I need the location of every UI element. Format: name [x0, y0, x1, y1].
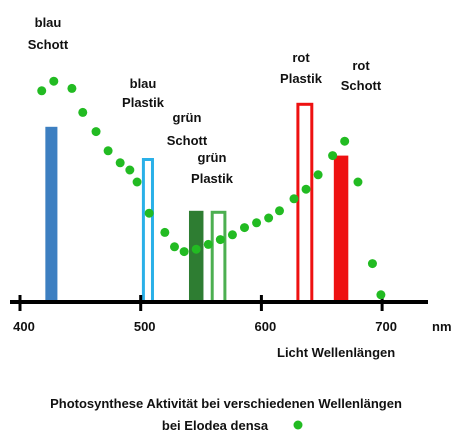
filter-label-line2: Schott	[341, 78, 382, 93]
data-point	[227, 230, 237, 240]
legend-marker-dot	[293, 420, 303, 430]
x-axis: nm Licht Wellenlängen	[10, 300, 452, 360]
data-point	[37, 86, 47, 96]
filter-bar	[45, 126, 58, 302]
data-point	[91, 127, 101, 137]
filter-label-line2: Plastik	[122, 95, 165, 110]
data-point	[160, 227, 170, 237]
data-point	[125, 165, 135, 175]
filter-label-line2: Plastik	[191, 171, 234, 186]
filter-bar	[188, 210, 204, 302]
caption: Photosynthese Aktivität bei verschiedene…	[50, 396, 402, 433]
data-point	[313, 170, 323, 180]
x-tick-label: 700	[375, 319, 397, 334]
x-axis-unit: nm	[432, 319, 452, 334]
filter-label-line2: Schott	[167, 133, 208, 148]
data-point	[252, 218, 262, 228]
filter-labels: blau Schott blau Plastik grün Schott grün Plast…	[28, 15, 382, 186]
filters-layer	[45, 102, 349, 304]
x-axis-title: Licht Wellenlängen	[277, 345, 395, 360]
x-tick-label: 600	[255, 319, 277, 334]
data-point	[328, 151, 338, 161]
data-point	[144, 208, 154, 218]
data-point	[264, 213, 274, 223]
filter-label-line1: grün	[198, 150, 227, 165]
filter-bar	[296, 102, 314, 304]
x-tick-label: 400	[13, 319, 35, 334]
data-point	[367, 259, 377, 269]
filter-label-line1: blau	[130, 76, 157, 91]
data-point	[376, 290, 386, 300]
data-point	[169, 242, 179, 252]
caption-line-1: Photosynthese Aktivität bei verschiedene…	[50, 396, 402, 411]
data-point	[240, 223, 250, 233]
data-point	[301, 184, 311, 194]
data-point	[49, 76, 59, 86]
data-points	[37, 76, 386, 300]
data-point	[340, 136, 350, 146]
filter-label-line1: rot	[292, 50, 310, 65]
data-point	[67, 83, 77, 93]
data-point	[289, 194, 299, 204]
data-point	[275, 206, 285, 216]
data-point	[191, 244, 201, 254]
data-point	[215, 235, 225, 245]
filter-bar	[333, 155, 349, 302]
data-point	[132, 177, 142, 187]
filter-bar	[210, 210, 227, 304]
filter-label-line1: blau	[35, 15, 62, 30]
filter-label-line1: rot	[352, 58, 370, 73]
x-tick-label: 500	[134, 319, 156, 334]
data-point	[103, 146, 113, 156]
filter-label-line2: Plastik	[280, 71, 323, 86]
data-point	[78, 107, 88, 117]
data-point	[115, 158, 125, 168]
x-axis-ticks: 400 500 600 700	[13, 295, 397, 334]
data-point	[179, 247, 189, 257]
filter-label-line2: Schott	[28, 37, 69, 52]
filter-bar	[141, 158, 154, 304]
data-point	[203, 239, 213, 249]
data-point	[353, 177, 363, 187]
filter-label-line1: grün	[173, 110, 202, 125]
caption-line-2: bei Elodea densa	[162, 418, 269, 433]
